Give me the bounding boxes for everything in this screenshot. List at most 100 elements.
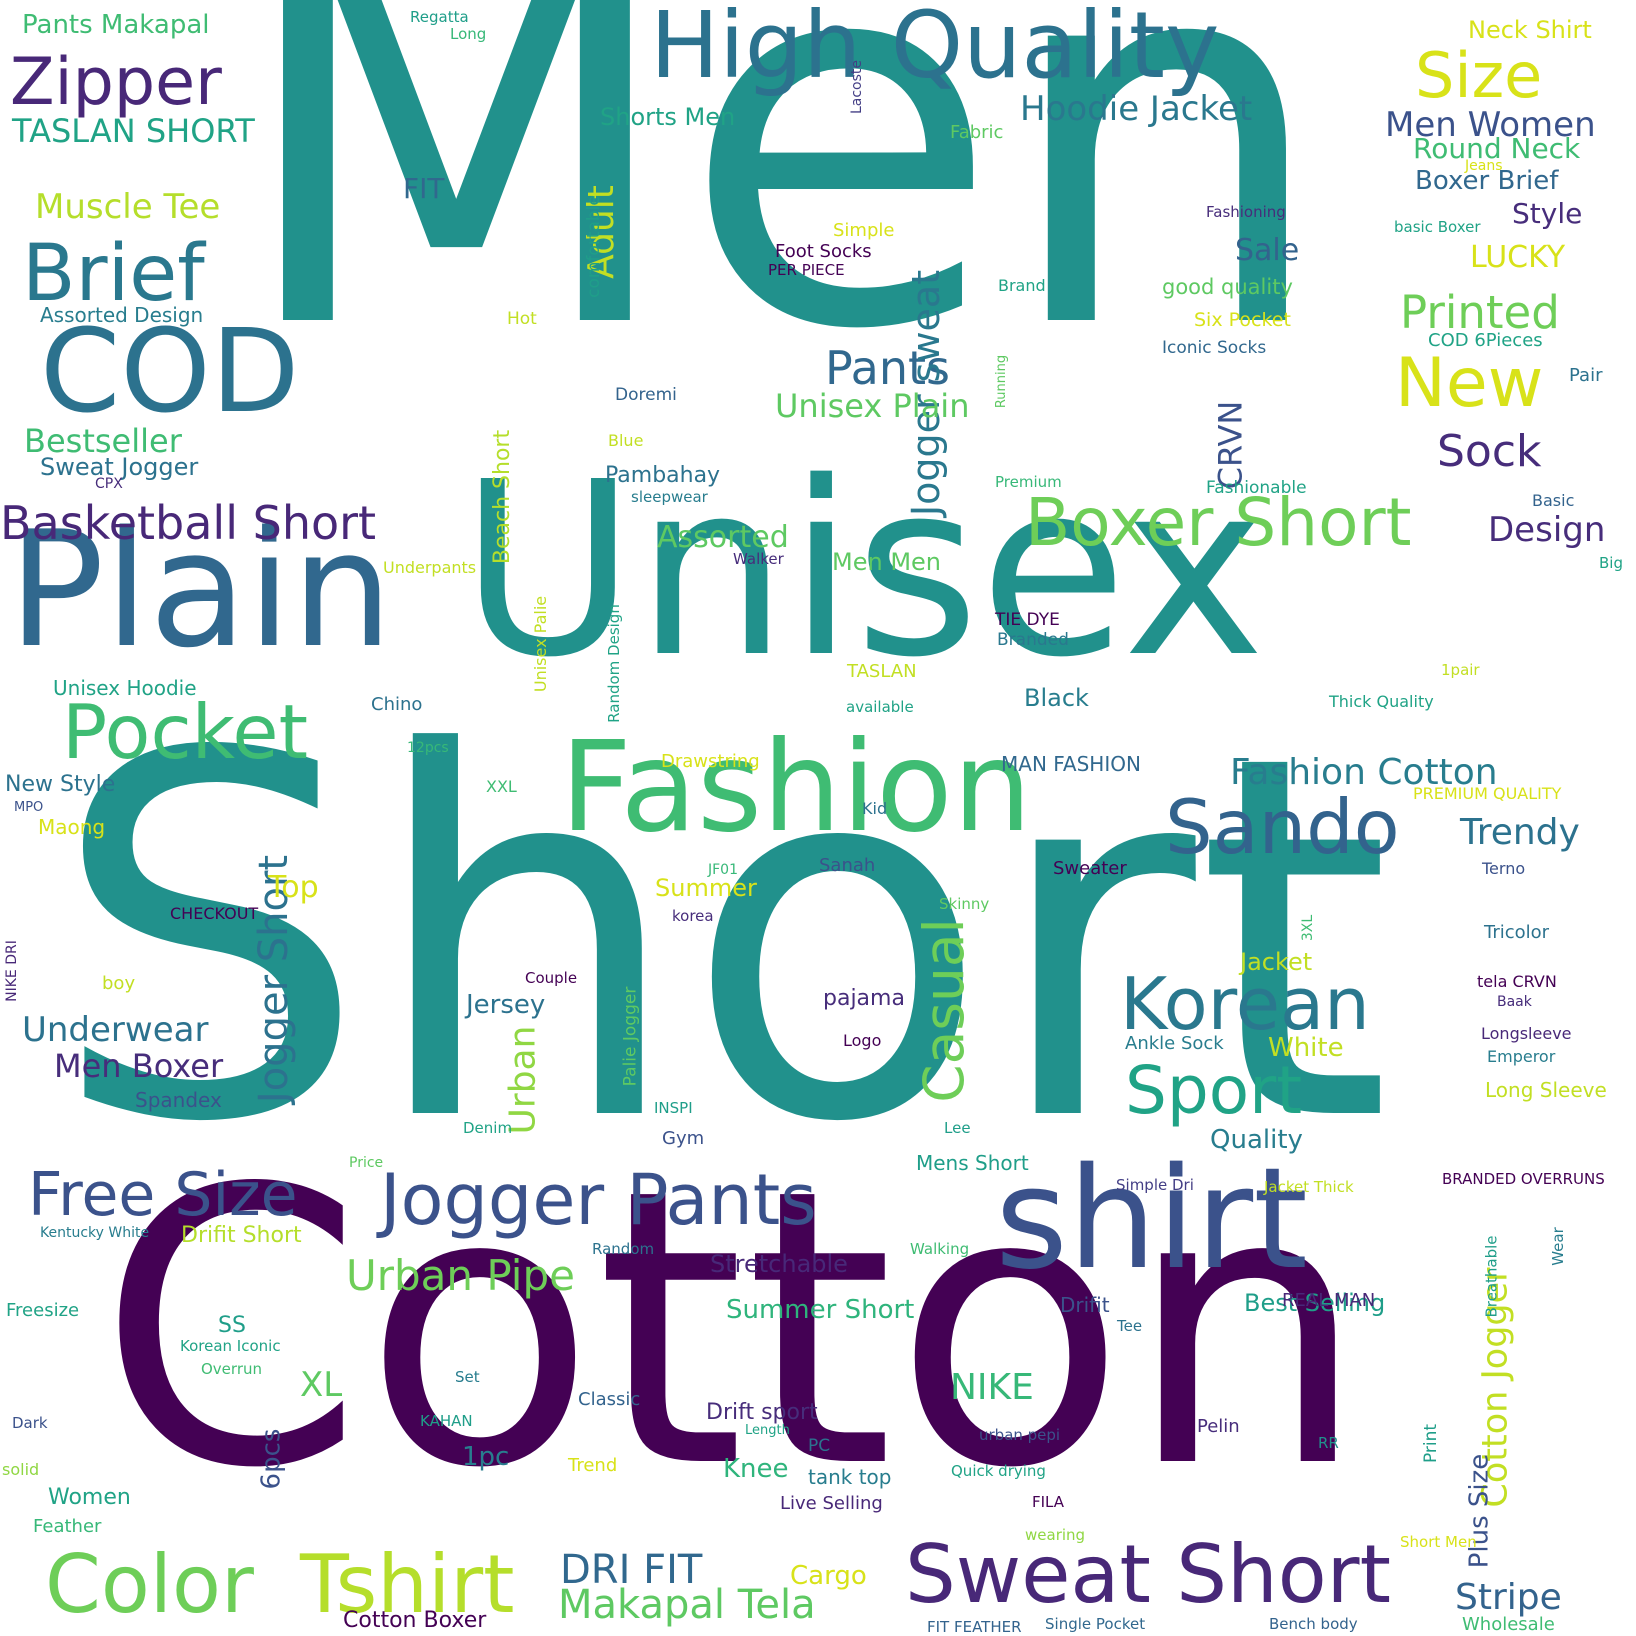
word-iconic-socks: Iconic Socks <box>1162 338 1267 358</box>
word-simple: Simple <box>833 220 895 241</box>
word-pants: Pants <box>825 341 951 395</box>
word-bench-body: Bench body <box>1269 1615 1358 1633</box>
word-round-neck: Round Neck <box>1413 132 1581 165</box>
word-sport: Sport <box>1125 1052 1303 1129</box>
word-drift-sport: Drift sport <box>706 1400 818 1425</box>
word-length: Length <box>745 1423 790 1438</box>
word-quality: Quality <box>1210 1125 1303 1155</box>
word-comfortable: comfortable <box>583 195 604 298</box>
word-sock: Sock <box>1437 426 1542 477</box>
word-pambahay: Pambahay <box>605 463 721 488</box>
word-xxl: XXL <box>486 777 517 796</box>
word-freesize: Freesize <box>6 1300 80 1321</box>
word-jacket-thick: Jacket Thick <box>1264 1178 1354 1196</box>
word-thick-quality: Thick Quality <box>1329 692 1434 711</box>
word-wear: Wear <box>1548 1227 1567 1266</box>
word-cod-6pieces: COD 6Pieces <box>1428 330 1543 351</box>
word-breathable: Breathable <box>1482 1234 1501 1318</box>
word-random: Random <box>592 1240 655 1258</box>
word-jogger-pants: Jogger Pants <box>380 1159 817 1241</box>
word-inspi: INSPI <box>654 1099 693 1117</box>
word-jf01: JF01 <box>708 862 738 878</box>
word-shirt: shirt <box>995 1138 1309 1301</box>
word-new: New <box>1395 344 1544 423</box>
word-kahan: KAHAN <box>420 1412 473 1430</box>
word-basketball-short: Basketball Short <box>0 496 377 550</box>
word-pc: PC <box>808 1436 831 1456</box>
word-urban-pipe: Urban Pipe <box>346 1251 575 1300</box>
word-premium: Premium <box>995 473 1062 491</box>
word-tricolor: Tricolor <box>1484 922 1550 943</box>
word-zipper: Zipper <box>10 45 222 120</box>
word-fashioning: Fashioning <box>1206 203 1286 221</box>
word-long-sleeve: Long Sleeve <box>1485 1078 1607 1102</box>
word-man-fashion: MAN FASHION <box>1001 752 1141 776</box>
word-black: Black <box>1024 684 1089 712</box>
word-price: Price <box>349 1155 384 1171</box>
word-pocket: Pocket <box>62 688 308 776</box>
word-assorted: Assorted <box>657 520 789 555</box>
word-regatta: Regatta <box>410 8 469 26</box>
word-chino: Chino <box>371 694 423 715</box>
word-sale: Sale <box>1235 233 1300 268</box>
word-underwear: Underwear <box>22 1010 209 1050</box>
word-sweat-short: Sweat Short <box>905 1528 1391 1621</box>
word-assorted-design: Assorted Design <box>40 303 204 327</box>
word-wearing: wearing <box>1025 1526 1086 1544</box>
word-shorts-men: Shorts Men <box>600 103 736 131</box>
word-branded-overruns: BRANDED OVERRUNS <box>1442 1170 1605 1188</box>
word-3xl: 3XL <box>1300 914 1317 942</box>
word-tie-dye: TIE DYE <box>995 610 1060 630</box>
word-palie-jogger: Palie Jogger <box>619 986 640 1086</box>
word-pair: Pair <box>1569 365 1603 386</box>
word-men-men: Men Men <box>832 548 941 576</box>
word-single-pocket: Single Pocket <box>1045 1615 1146 1633</box>
word-korea: korea <box>672 907 714 925</box>
word-dark: Dark <box>12 1414 48 1432</box>
word-denim: Denim <box>463 1119 513 1137</box>
word-big: Big <box>1599 554 1623 572</box>
word-fit: FIT <box>403 172 445 205</box>
word-cotton-boxer: Cotton Boxer <box>343 1608 487 1633</box>
word-men-boxer: Men Boxer <box>54 1047 224 1085</box>
word-hoodie-jacket: Hoodie Jacket <box>1020 89 1253 129</box>
word-boxer-short: Boxer Short <box>1025 484 1412 561</box>
word-jersey: Jersey <box>466 990 546 1020</box>
word-maong: Maong <box>38 815 106 839</box>
word-knee: Knee <box>723 1454 789 1484</box>
word-simple-dri: Simple Dri <box>1116 1176 1194 1194</box>
word-ss: SS <box>218 1313 246 1338</box>
word-kentucky-white: Kentucky White <box>40 1225 150 1241</box>
word-jacket: Jacket <box>1240 948 1313 976</box>
word-emperor: Emperor <box>1487 1047 1556 1066</box>
word-style: Style <box>1512 197 1583 230</box>
word-live-selling: Live Selling <box>780 1493 883 1514</box>
word-foot-socks: Foot Socks <box>775 241 872 262</box>
word-lacoste: Lacoste <box>849 59 866 115</box>
word-bestseller: Bestseller <box>24 422 182 460</box>
word-white: White <box>1268 1033 1344 1063</box>
word-sanah: Sanah <box>819 855 876 876</box>
word-pajama: pajama <box>823 986 905 1011</box>
word-doremi: Doremi <box>615 385 677 405</box>
word-baak: Baak <box>1497 994 1532 1010</box>
word-jeans: Jeans <box>1465 158 1503 174</box>
word-hot: Hot <box>507 309 537 329</box>
word-fashion-cotton: Fashion Cotton <box>1230 752 1498 793</box>
word-checkout: CHECKOUT <box>170 904 259 923</box>
word-wholesale: Wholesale <box>1462 1614 1555 1635</box>
word-best-selling: Best Selling <box>1244 1289 1386 1317</box>
word-tank-top: tank top <box>808 1465 892 1489</box>
word-size: Size <box>1415 39 1543 112</box>
word-fashion: Fashion <box>560 715 1032 860</box>
word-walking: Walking <box>910 1240 970 1258</box>
word-good-quality: good quality <box>1162 275 1293 299</box>
word-stripe: Stripe <box>1455 1577 1562 1618</box>
word-rr: RR <box>1318 1434 1339 1452</box>
word-brand: Brand <box>998 276 1046 295</box>
word-basic-boxer: basic Boxer <box>1394 218 1481 236</box>
word-nike: NIKE <box>950 1367 1034 1408</box>
word-cpx: CPX <box>95 476 123 492</box>
word-print: Print <box>1421 1423 1442 1464</box>
